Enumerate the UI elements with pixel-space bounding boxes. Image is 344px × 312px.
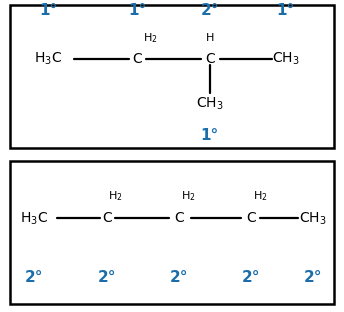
Text: CH$_3$: CH$_3$ [196, 95, 224, 112]
Text: 2°: 2° [25, 270, 44, 285]
Text: 2°: 2° [304, 270, 322, 285]
Text: 1°: 1° [201, 128, 219, 143]
Text: H: H [206, 33, 214, 43]
Text: C: C [174, 212, 184, 225]
Text: C: C [246, 212, 256, 225]
Text: H$_2$: H$_2$ [181, 190, 195, 203]
Text: 2°: 2° [97, 270, 116, 285]
Text: H$_2$: H$_2$ [253, 190, 267, 203]
Text: CH$_3$: CH$_3$ [299, 210, 327, 227]
Text: C: C [133, 52, 142, 66]
FancyBboxPatch shape [10, 5, 334, 148]
Text: C: C [102, 212, 111, 225]
Text: 1°: 1° [276, 3, 295, 18]
Text: 2°: 2° [170, 270, 188, 285]
FancyBboxPatch shape [10, 161, 334, 304]
Text: 1°: 1° [39, 3, 57, 18]
Text: H$_3$C: H$_3$C [34, 51, 62, 67]
Text: 2°: 2° [242, 270, 260, 285]
Text: 1°: 1° [128, 3, 147, 18]
Text: CH$_3$: CH$_3$ [272, 51, 299, 67]
Text: C: C [205, 52, 215, 66]
Text: H$_3$C: H$_3$C [20, 210, 49, 227]
Text: H$_2$: H$_2$ [108, 190, 123, 203]
Text: H$_2$: H$_2$ [143, 31, 157, 45]
Text: 2°: 2° [201, 3, 219, 18]
